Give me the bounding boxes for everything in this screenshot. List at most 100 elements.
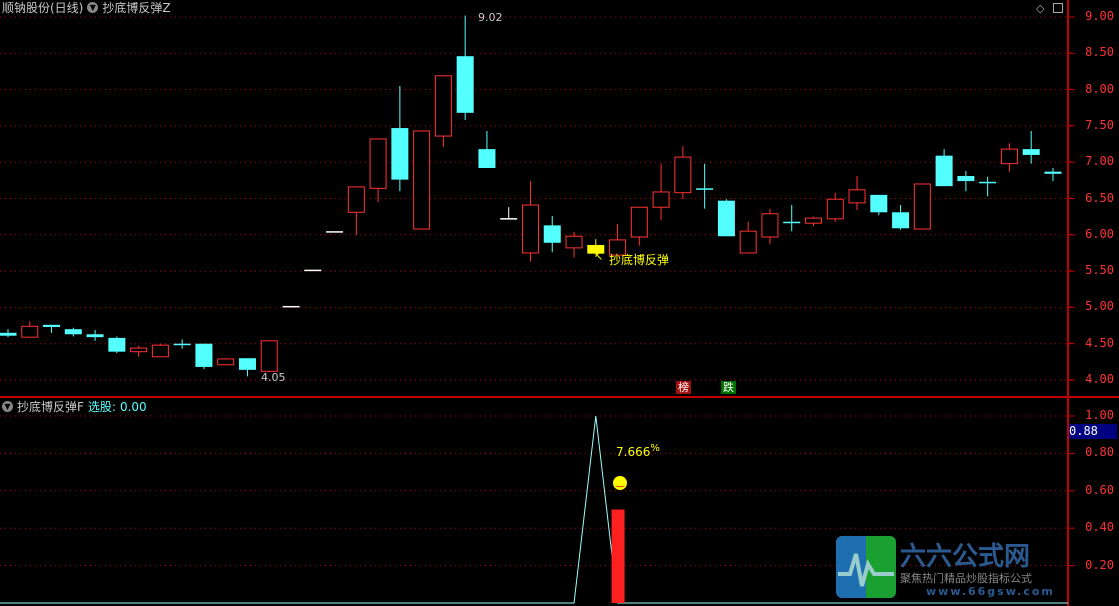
- candle-body: [783, 221, 801, 224]
- candle[interactable]: [151, 343, 169, 358]
- sub-axis-label: 1.00: [1085, 408, 1114, 422]
- indicator-name[interactable]: 抄底博反弹Z: [102, 1, 171, 15]
- sub-axis-label: 0.40: [1085, 520, 1114, 535]
- price-axis-label: 5.50: [1085, 263, 1114, 278]
- candle[interactable]: [630, 206, 648, 246]
- candle-body: [43, 324, 61, 328]
- candle-body: [1000, 148, 1018, 165]
- candle[interactable]: [652, 163, 670, 221]
- candle-body: [979, 181, 997, 184]
- candle[interactable]: [282, 305, 300, 308]
- candle[interactable]: [739, 221, 757, 254]
- chevron-down-icon[interactable]: ▼: [2, 401, 13, 412]
- candle[interactable]: [217, 358, 235, 366]
- candle-body: [521, 204, 539, 254]
- candle[interactable]: [238, 358, 256, 377]
- candle[interactable]: [521, 181, 539, 262]
- maximize-icon[interactable]: [1053, 3, 1063, 13]
- percent-value: 7.666%: [616, 443, 660, 459]
- candle[interactable]: [587, 239, 605, 254]
- candle[interactable]: [935, 149, 953, 187]
- candle-body: [848, 189, 866, 204]
- candle-body: [565, 235, 583, 249]
- candle-body: [86, 334, 104, 338]
- candle[interactable]: [43, 324, 61, 333]
- select-label: 选股:: [87, 400, 116, 414]
- candle[interactable]: [1022, 130, 1040, 164]
- candle-body: [391, 128, 409, 180]
- price-axis-label: 9.00: [1085, 9, 1114, 23]
- candle[interactable]: [870, 194, 888, 216]
- watermark-logo: 六六公式网 聚焦热门精品炒股指标公式 www.66gsw.com: [836, 536, 1064, 604]
- candle[interactable]: [0, 329, 17, 338]
- candle[interactable]: [979, 176, 997, 197]
- candle[interactable]: [761, 208, 779, 245]
- percent-sign: %: [650, 443, 660, 454]
- candle[interactable]: [434, 75, 452, 147]
- candle[interactable]: [304, 269, 322, 272]
- candle[interactable]: [696, 163, 714, 209]
- candle[interactable]: [913, 183, 931, 230]
- candle[interactable]: [391, 85, 409, 192]
- candle[interactable]: [456, 15, 474, 121]
- candle[interactable]: [892, 205, 910, 230]
- candle[interactable]: [21, 321, 39, 338]
- candle-body: [1044, 171, 1062, 174]
- candle[interactable]: [195, 343, 213, 370]
- logo-url: www.66gsw.com: [926, 585, 1055, 598]
- candle[interactable]: [609, 223, 627, 256]
- price-axis-label: 7.50: [1085, 117, 1114, 132]
- price-axis-label: 7.00: [1085, 154, 1114, 169]
- candle[interactable]: [326, 231, 344, 233]
- low-price-label: 4.05: [261, 371, 286, 384]
- candle[interactable]: [413, 130, 431, 230]
- price-axis-label: 6.00: [1085, 226, 1114, 241]
- candle[interactable]: [369, 138, 387, 203]
- candle[interactable]: [260, 340, 278, 373]
- candle-body: [913, 183, 931, 230]
- candle-body: [130, 347, 148, 353]
- chevron-down-icon[interactable]: ▼: [87, 2, 99, 13]
- candle-body: [478, 149, 496, 169]
- candle[interactable]: [173, 339, 191, 349]
- sub-indicator-name[interactable]: 抄底博反弹F: [17, 400, 84, 414]
- price-axis-label: 8.50: [1085, 45, 1114, 60]
- candle[interactable]: [848, 175, 866, 211]
- candle[interactable]: [1044, 168, 1062, 182]
- candle[interactable]: [674, 146, 692, 200]
- candle-body: [456, 56, 474, 113]
- candle[interactable]: [347, 186, 365, 235]
- candle[interactable]: [717, 199, 735, 237]
- candle-body: [543, 225, 561, 243]
- candle[interactable]: [783, 205, 801, 232]
- sub-axis-label: 0.20: [1085, 557, 1114, 572]
- tag-bang: 榜: [676, 381, 691, 394]
- candle-body: [761, 213, 779, 238]
- stock-title: 顺钠股份(日线): [2, 1, 84, 15]
- candle[interactable]: [130, 345, 148, 357]
- candle[interactable]: [64, 327, 82, 337]
- candle[interactable]: [543, 215, 561, 253]
- candle[interactable]: [804, 216, 822, 227]
- candle[interactable]: [500, 207, 518, 220]
- candle[interactable]: [86, 329, 104, 341]
- logo-icon: [836, 536, 896, 598]
- percent-number: 7.666: [616, 445, 651, 459]
- candle[interactable]: [478, 130, 496, 169]
- candle-body: [674, 156, 692, 194]
- candle-body: [64, 329, 82, 335]
- candle[interactable]: [565, 231, 583, 258]
- candle[interactable]: [826, 192, 844, 222]
- candle-body: [304, 269, 322, 272]
- high-price-label: 9.02: [478, 11, 503, 24]
- candle-body: [587, 244, 605, 254]
- diamond-icon[interactable]: ◇: [1036, 2, 1045, 15]
- candle-body: [151, 344, 169, 358]
- sub-axis-label: 0.60: [1085, 482, 1114, 497]
- candle[interactable]: [957, 170, 975, 192]
- candle[interactable]: [1000, 143, 1018, 172]
- candle[interactable]: [108, 336, 126, 354]
- indicator-bar: [611, 509, 625, 603]
- candle-body: [652, 191, 670, 208]
